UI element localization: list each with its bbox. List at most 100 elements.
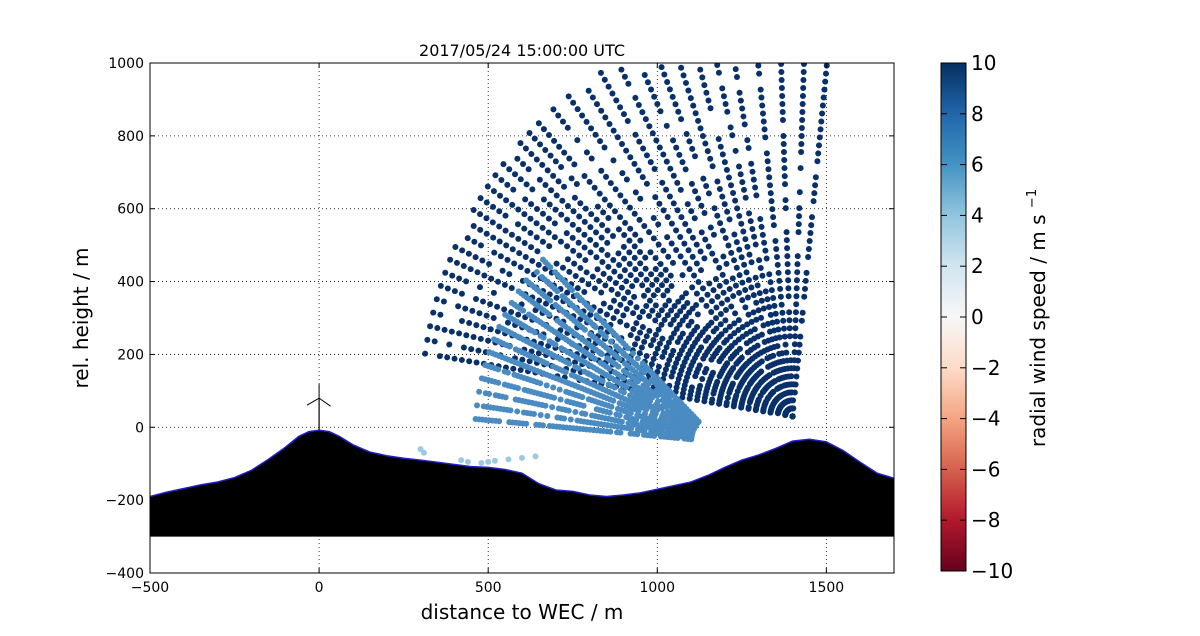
data-point — [581, 218, 588, 225]
data-point — [689, 145, 696, 152]
data-point — [609, 90, 616, 97]
data-point — [736, 345, 743, 352]
data-point — [792, 317, 799, 324]
data-point — [579, 410, 586, 417]
data-point — [658, 307, 665, 314]
data-point — [736, 246, 743, 253]
data-point — [623, 306, 630, 313]
data-point — [433, 296, 440, 303]
data-point — [792, 309, 799, 316]
data-point — [614, 405, 621, 412]
data-point — [583, 269, 590, 276]
data-point — [506, 271, 513, 278]
data-point — [779, 117, 786, 124]
data-point — [481, 272, 488, 279]
data-point — [794, 269, 801, 276]
data-point — [781, 157, 788, 164]
data-point — [528, 201, 535, 208]
data-point — [581, 244, 588, 251]
data-point — [778, 63, 785, 67]
data-point — [758, 94, 765, 101]
data-point — [714, 63, 721, 68]
data-point — [770, 222, 777, 229]
data-point — [577, 264, 584, 271]
data-point — [430, 309, 437, 316]
data-point — [613, 343, 620, 350]
data-point — [639, 282, 646, 289]
data-point — [796, 205, 803, 212]
data-point — [614, 134, 621, 141]
data-point — [550, 106, 557, 113]
data-point — [754, 282, 761, 289]
data-point — [654, 345, 661, 352]
data-point — [471, 238, 478, 245]
data-point — [775, 269, 782, 276]
data-point — [542, 300, 549, 307]
data-point — [673, 246, 680, 253]
data-point — [726, 285, 733, 292]
data-point — [795, 229, 802, 236]
data-point — [757, 86, 764, 93]
data-point — [739, 279, 746, 286]
data-point — [605, 83, 612, 90]
data-point — [674, 179, 681, 186]
data-point — [762, 247, 769, 254]
data-point — [468, 346, 475, 353]
data-point — [552, 158, 559, 165]
data-point — [773, 245, 780, 252]
data-point — [635, 102, 642, 109]
data-point — [566, 268, 573, 275]
data-point — [673, 144, 680, 151]
data-point — [662, 266, 669, 273]
data-point — [764, 320, 771, 327]
data-point — [664, 78, 671, 85]
data-point — [676, 321, 683, 328]
data-point — [653, 137, 660, 144]
data-point — [647, 249, 654, 256]
data-point — [459, 247, 466, 254]
data-point — [728, 249, 735, 256]
data-point — [664, 234, 671, 241]
data-point — [742, 194, 749, 201]
data-point — [540, 196, 547, 203]
data-point — [738, 254, 745, 261]
data-point — [484, 183, 491, 190]
data-point — [551, 137, 558, 144]
data-point — [502, 212, 509, 219]
data-point — [533, 156, 540, 163]
data-point — [564, 398, 571, 405]
data-point — [539, 273, 546, 280]
data-point — [678, 64, 685, 71]
data-point — [466, 358, 473, 365]
data-point — [575, 239, 582, 246]
data-point — [643, 353, 650, 360]
data-point — [664, 214, 671, 221]
data-point — [641, 223, 648, 230]
data-point — [533, 220, 540, 227]
colorbar-tick-label: −8 — [971, 508, 1000, 532]
data-point — [793, 285, 800, 292]
data-point — [622, 219, 629, 226]
data-point — [512, 171, 519, 178]
data-point — [546, 201, 553, 208]
data-point — [750, 176, 757, 183]
data-point — [608, 286, 615, 293]
data-point — [522, 145, 529, 152]
data-point — [479, 257, 486, 264]
data-point — [744, 321, 751, 328]
data-point — [686, 138, 693, 145]
data-point — [526, 358, 533, 365]
data-point — [796, 341, 803, 348]
data-point — [759, 272, 766, 279]
axis-ticks: −500 0 500 1000 1500 −400 −200 0 200 400 600 800 100… — [106, 56, 894, 596]
y-tick-label: 0 — [135, 420, 144, 436]
data-point — [579, 112, 586, 119]
data-point — [420, 449, 427, 456]
data-point — [521, 225, 528, 232]
data-point — [693, 241, 700, 248]
data-point — [589, 94, 596, 101]
data-point — [540, 126, 547, 133]
series-2 — [417, 446, 539, 466]
data-point — [631, 293, 638, 300]
data-point — [486, 260, 493, 267]
